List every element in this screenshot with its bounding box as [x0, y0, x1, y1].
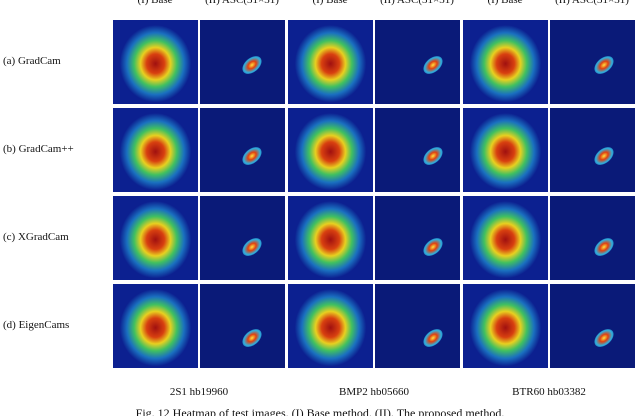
- heatmap: [113, 196, 198, 280]
- hotspot: [239, 52, 265, 78]
- heatmap: [550, 196, 635, 280]
- column-header: (II) ASC(31×31): [380, 0, 454, 6]
- row-label: (a) GradCam: [3, 55, 61, 67]
- hotspot: [591, 234, 617, 260]
- heatmap: [200, 196, 285, 280]
- hotspot: [591, 325, 617, 351]
- heatmap: [463, 196, 548, 280]
- column-header: (II) ASC(31×31): [205, 0, 279, 6]
- heatmap: [550, 284, 635, 368]
- heatmap: [288, 196, 373, 280]
- heatmap: [463, 108, 548, 192]
- hotspot: [239, 234, 265, 260]
- caption: Fig. 12 Heatmap of test images. (I) Base…: [135, 406, 505, 416]
- group-label: BMP2 hb05660: [339, 386, 409, 398]
- heatmap: [375, 108, 460, 192]
- hotspot: [591, 143, 617, 169]
- heatmap: [375, 196, 460, 280]
- group-label: 2S1 hb19960: [169, 386, 229, 398]
- heatmap: [463, 20, 548, 104]
- heatmap: [200, 108, 285, 192]
- group-label: BTR60 hb03382: [512, 386, 586, 398]
- heatmap: [200, 20, 285, 104]
- heatmap: [288, 284, 373, 368]
- column-header: (I) Base: [487, 0, 523, 6]
- heatmap: [550, 108, 635, 192]
- heatmap: [288, 20, 373, 104]
- hotspot: [420, 325, 446, 351]
- heatmap: [375, 20, 460, 104]
- column-header: (I) Base: [137, 0, 173, 6]
- hotspot: [420, 52, 446, 78]
- row-label: (d) EigenCams: [3, 319, 70, 331]
- hotspot: [591, 52, 617, 78]
- heatmap: [463, 284, 548, 368]
- row-label: (b) GradCam++: [3, 143, 74, 155]
- hotspot: [239, 325, 265, 351]
- heatmap: [375, 284, 460, 368]
- heatmap: [113, 108, 198, 192]
- heatmap: [288, 108, 373, 192]
- column-header: (II) ASC(31×31): [555, 0, 629, 6]
- heatmap: [200, 284, 285, 368]
- hotspot: [420, 234, 446, 260]
- heatmap: [113, 284, 198, 368]
- column-header: (I) Base: [312, 0, 348, 6]
- row-label: (c) XGradCam: [3, 231, 69, 243]
- heatmap: [550, 20, 635, 104]
- heatmap: [113, 20, 198, 104]
- hotspot: [420, 143, 446, 169]
- hotspot: [239, 143, 265, 169]
